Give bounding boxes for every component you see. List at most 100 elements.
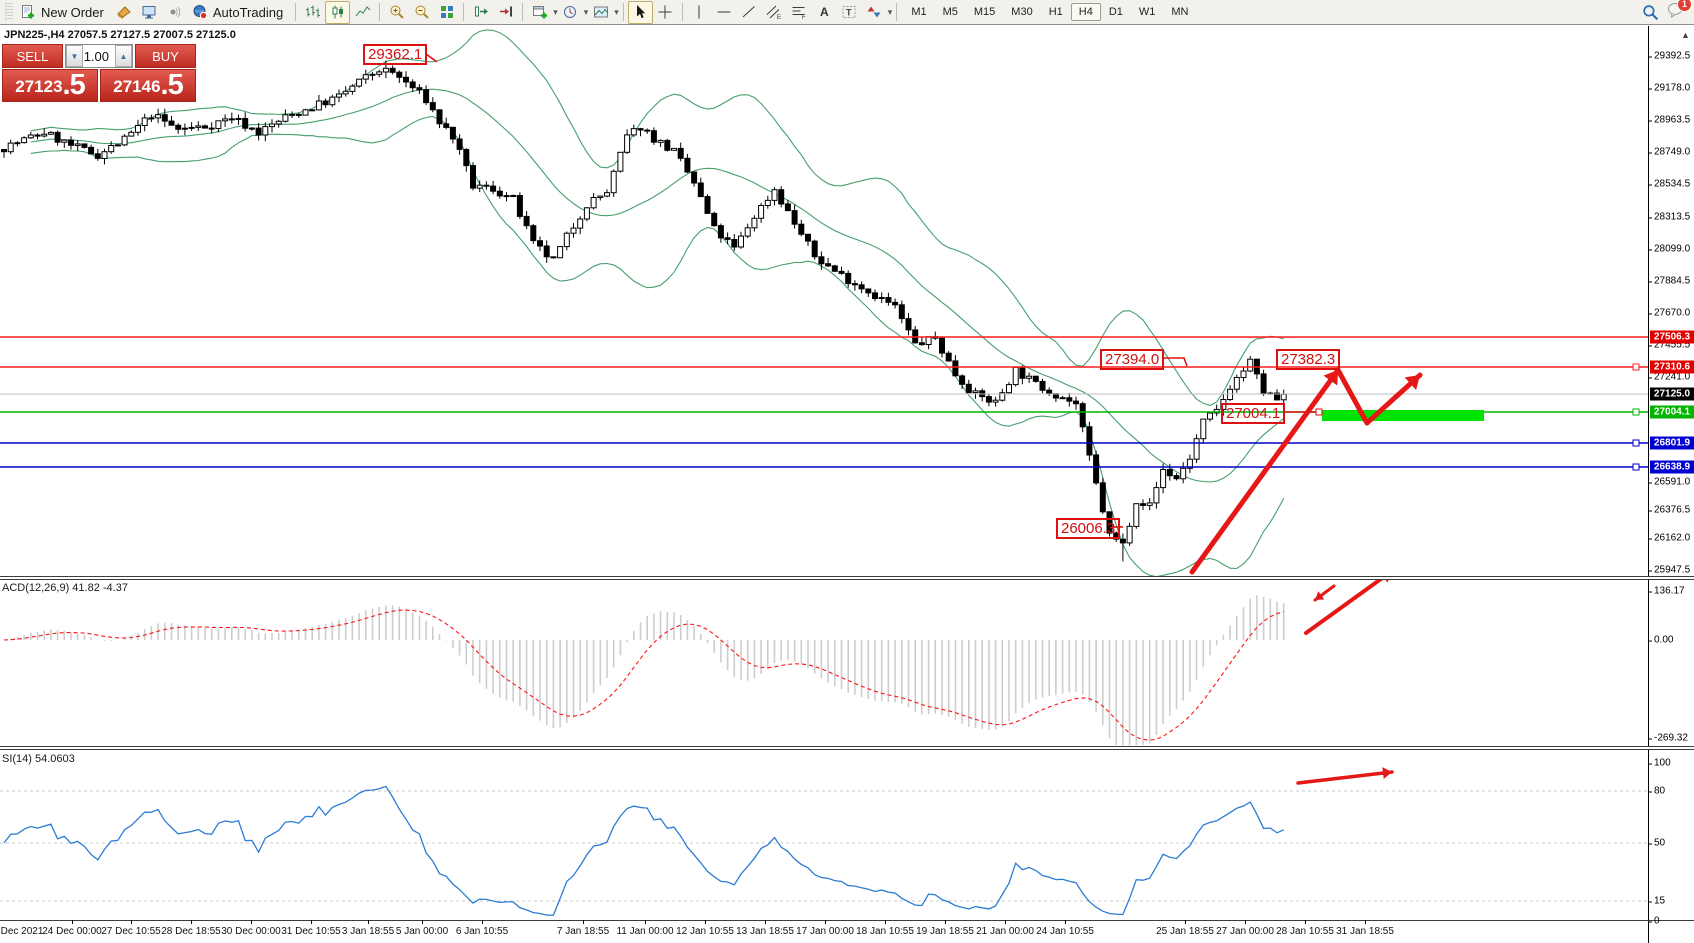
- price-annotation[interactable]: 27004.1: [1221, 403, 1286, 424]
- price-tick: 29392.5: [1647, 50, 1691, 62]
- horizontal-line-icon: [717, 11, 731, 13]
- macd-tick: 0.00: [1647, 634, 1674, 646]
- indicators-caret-icon[interactable]: ▾: [553, 6, 558, 17]
- price-badge: 26638.9: [1650, 460, 1694, 474]
- time-tick: [1185, 920, 1186, 924]
- templates-caret-icon[interactable]: ▾: [614, 6, 619, 17]
- volume-up-button[interactable]: ▲: [115, 45, 132, 67]
- price-annotation[interactable]: 27394.0: [1100, 349, 1165, 370]
- auto-scroll-button[interactable]: [468, 1, 493, 24]
- periods-button[interactable]: [558, 1, 583, 24]
- periods-caret-icon[interactable]: ▾: [583, 6, 589, 17]
- time-label: 25 Jan 18:55: [1156, 926, 1214, 937]
- volume-input[interactable]: 1.00: [83, 48, 109, 64]
- arrows-caret-icon[interactable]: ▾: [887, 6, 893, 17]
- time-tick: [885, 920, 886, 924]
- timeframe-m30[interactable]: M30: [1011, 6, 1033, 18]
- rsi-tick: 80: [1647, 785, 1666, 797]
- buy-price-int: 27146: [113, 77, 161, 96]
- price-tick: 27884.5: [1647, 275, 1691, 287]
- buy-button[interactable]: BUY: [135, 44, 196, 68]
- vertical-line-tool[interactable]: [687, 1, 712, 24]
- price-annotation[interactable]: 26006.3: [1056, 518, 1121, 539]
- terminal-button[interactable]: [137, 1, 162, 24]
- timeframe-h4[interactable]: H4: [1070, 3, 1101, 21]
- toolbar-grip[interactable]: [5, 3, 13, 21]
- sell-price-frac: .5: [62, 69, 86, 101]
- chart-line-button[interactable]: [350, 1, 375, 24]
- time-label: 30 Dec 00:00: [221, 926, 281, 937]
- volume-down-button[interactable]: ▼: [66, 45, 83, 67]
- fibonacci-tool[interactable]: F: [787, 1, 812, 24]
- main-chart-canvas[interactable]: [0, 26, 1648, 577]
- macd-pane-splitter[interactable]: [0, 576, 1694, 580]
- horizontal-line-tool[interactable]: [712, 1, 737, 24]
- timeframe-m1[interactable]: M1: [911, 6, 927, 18]
- timeframe-m5[interactable]: M5: [942, 6, 958, 18]
- timeframe-m15[interactable]: M15: [973, 6, 996, 18]
- price-axis-line: [1648, 26, 1649, 943]
- label-tool[interactable]: T: [837, 1, 862, 24]
- rsi-pane-splitter[interactable]: [0, 746, 1694, 750]
- scroll-up-icon[interactable]: ▲: [1681, 30, 1690, 40]
- buy-price[interactable]: 27146.5: [100, 69, 196, 102]
- notification-badge: 1: [1677, 0, 1692, 12]
- time-label: Dec 2021: [0, 926, 44, 937]
- price-badge: 27004.1: [1650, 405, 1694, 419]
- autotrading-button[interactable]: AutoTrading: [187, 1, 291, 24]
- autotrading-icon: [193, 5, 208, 20]
- sell-button[interactable]: SELL: [2, 44, 63, 68]
- crosshair-tool-button[interactable]: [653, 1, 678, 24]
- zoom-out-button[interactable]: [409, 1, 434, 24]
- tile-windows-button[interactable]: [434, 1, 459, 24]
- chart-shift-button[interactable]: [493, 1, 518, 24]
- indicators-button[interactable]: [527, 1, 552, 24]
- price-badge: 27506.3: [1650, 330, 1694, 344]
- chart-window[interactable]: JPN225-,H4 27057.5 27127.5 27007.5 27125…: [0, 26, 1694, 943]
- time-label: 17 Jan 00:00: [796, 926, 854, 937]
- notifications-button[interactable]: 1: [1667, 0, 1692, 23]
- chart-bars-button[interactable]: [300, 1, 325, 24]
- arrows-tool[interactable]: [862, 1, 887, 24]
- time-tick: [191, 920, 192, 924]
- template-icon: [593, 6, 608, 18]
- time-label: 5 Jan 00:00: [395, 926, 449, 937]
- text-tool[interactable]: A: [812, 1, 837, 24]
- zoom-in-button[interactable]: [384, 1, 409, 24]
- new-order-button[interactable]: New Order: [15, 1, 112, 24]
- channel-tool[interactable]: E: [762, 1, 787, 24]
- fibonacci-icon: F: [792, 7, 806, 20]
- search-icon[interactable]: [1642, 4, 1659, 21]
- cursor-tool-button[interactable]: [627, 0, 653, 24]
- metaeditor-button[interactable]: [112, 1, 137, 24]
- time-tick: [482, 920, 483, 924]
- price-tick: 25947.5: [1647, 564, 1691, 576]
- timeframe-mn[interactable]: MN: [1171, 6, 1189, 18]
- trendline-tool[interactable]: [737, 1, 762, 24]
- templates-button[interactable]: [588, 1, 613, 24]
- price-tick: 28749.0: [1647, 146, 1691, 158]
- chart-shift-icon: [499, 6, 512, 17]
- chart-candles-button[interactable]: [325, 0, 351, 24]
- price-annotation[interactable]: 29362.1: [363, 44, 428, 65]
- signals-button[interactable]: [162, 1, 187, 24]
- rsi-canvas[interactable]: [0, 749, 1648, 920]
- zoom-out-icon: [415, 5, 429, 19]
- macd-canvas[interactable]: [0, 579, 1648, 747]
- price-annotation[interactable]: 27382.3: [1276, 349, 1341, 370]
- sell-price[interactable]: 27123.5: [2, 69, 98, 102]
- timeframe-w1[interactable]: W1: [1138, 6, 1156, 18]
- price-tick: 28963.5: [1647, 114, 1691, 126]
- time-tick: [945, 920, 946, 924]
- time-label: 28 Dec 18:55: [161, 926, 221, 937]
- candlestick-chart-icon: [332, 5, 343, 19]
- line-chart-icon: [355, 6, 371, 17]
- zoom-in-icon: [390, 5, 404, 19]
- time-tick: [645, 920, 646, 924]
- timeframe-d1[interactable]: D1: [1108, 6, 1123, 18]
- time-tick: [251, 920, 252, 924]
- timeframe-group: M1 M5 M15 M30 H1 H4 D1 W1 MN: [903, 3, 1196, 21]
- time-label: 24 Dec 00:00: [42, 926, 102, 937]
- timeframe-h1[interactable]: H1: [1048, 6, 1063, 18]
- time-axis-line: [0, 920, 1694, 921]
